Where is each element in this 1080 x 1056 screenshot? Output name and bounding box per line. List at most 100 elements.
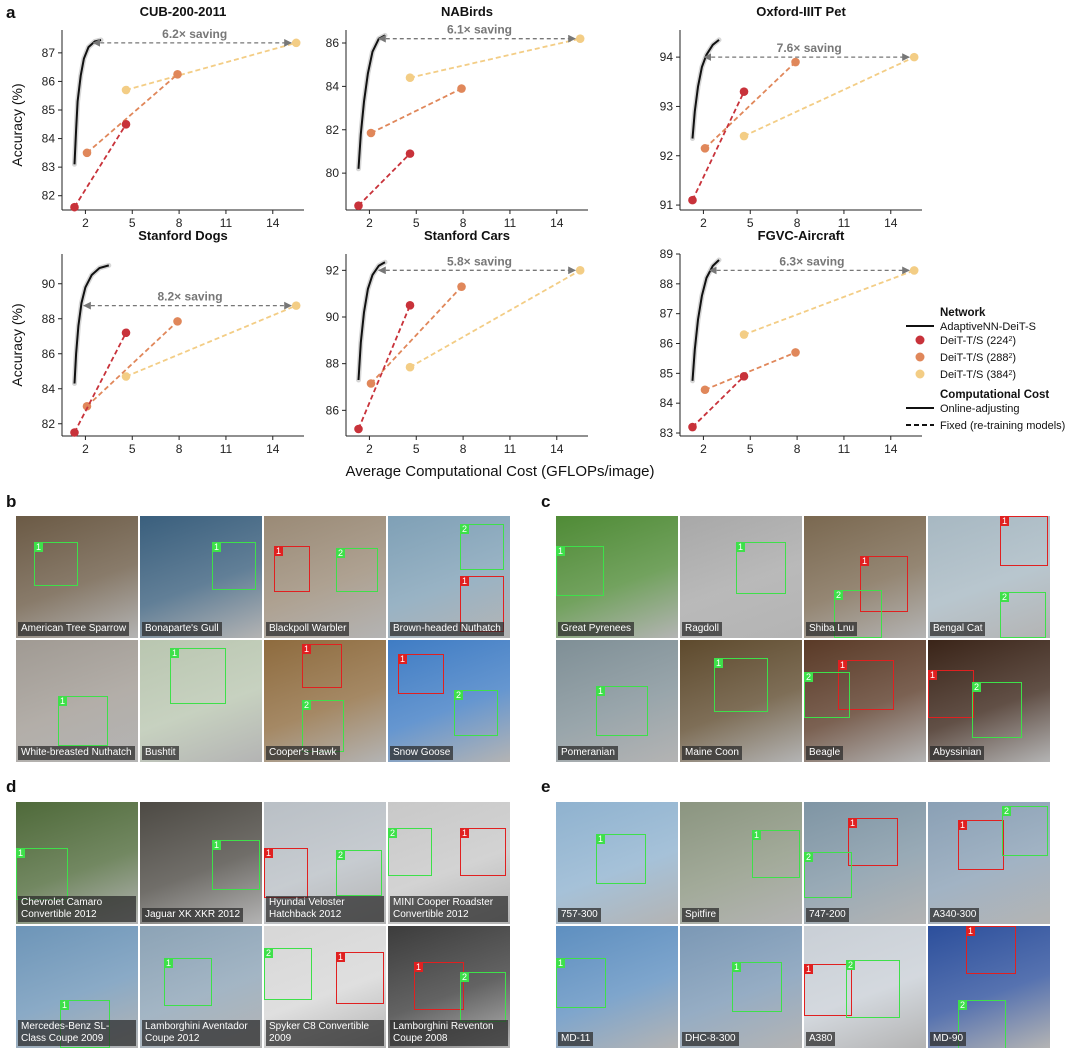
gallery-caption: MINI Cooper Roadster Convertible 2012	[390, 896, 508, 922]
glimpse-box-number: 1	[804, 964, 814, 974]
glimpse-box-number: 1	[16, 848, 26, 858]
red-glimpse-box: 1	[302, 644, 342, 688]
green-glimpse-box: 1	[736, 542, 786, 594]
glimpse-box-number: 1	[736, 542, 746, 552]
gallery-caption: DHC-8-300	[682, 1032, 739, 1046]
glimpse-box-number: 2	[264, 948, 274, 958]
y-tick-label: 80	[326, 166, 340, 180]
green-glimpse-box: 2	[336, 548, 378, 592]
chart-5: Stanford Cars 86 88 90 92 2 5 8 11 14 5.8× saving	[326, 228, 588, 456]
green-glimpse-box: 2	[264, 948, 312, 1000]
green-glimpse-box: 1	[16, 848, 68, 900]
gallery-caption: Lamborghini Reventon Coupe 2008	[390, 1020, 508, 1046]
legend-label-224: DeiT-T/S (2242)	[940, 335, 1016, 347]
gallery-tile: 1 White-breasted Nuthatch	[16, 640, 138, 762]
series-line-d384	[125, 41, 297, 91]
gallery-caption: Spyker C8 Convertible 2009	[266, 1020, 384, 1046]
series-line-d288	[86, 73, 179, 154]
green-glimpse-box: 2	[834, 590, 882, 638]
glimpse-box-number: 1	[752, 830, 762, 840]
data-point-d288	[700, 385, 710, 395]
y-tick-label: 86	[42, 74, 56, 88]
gallery-caption: Cooper's Hawk	[266, 746, 340, 760]
green-glimpse-box: 2	[804, 852, 852, 898]
gallery-caption: Blackpoll Warbler	[266, 622, 350, 636]
adaptive-curve	[73, 264, 110, 384]
x-tick-label: 11	[220, 216, 233, 230]
red-glimpse-box: 1	[966, 926, 1016, 974]
series-line-d288	[704, 61, 797, 150]
chart-title: CUB-200-2011	[140, 4, 227, 19]
gallery-tile: 1 Bushtit	[140, 640, 262, 762]
y-tick-label: 86	[660, 337, 674, 351]
x-tick-label: 11	[220, 442, 233, 456]
adaptive-curve	[357, 261, 386, 381]
legend-online-label: Online-adjusting	[940, 403, 1020, 415]
green-glimpse-box: 1	[212, 542, 256, 590]
data-point-d288	[82, 148, 92, 158]
glimpse-box-number: 1	[302, 644, 312, 654]
data-point-d288	[173, 317, 182, 326]
chart-2: NABirds 80 82 84 86 2 5 8 11 14 6.1× saving	[326, 4, 588, 230]
gallery-tile: 1 2 Cooper's Hawk	[264, 640, 386, 762]
y-axis-label-top: Accuracy (%)	[9, 83, 25, 166]
data-point-d224	[121, 328, 131, 338]
data-point-d288	[791, 57, 800, 67]
gallery-tile: 1 2 Abyssinian	[928, 640, 1050, 762]
x-tick-label: 5	[129, 216, 136, 230]
series-line-d224	[73, 332, 127, 433]
glimpse-box-number: 2	[454, 690, 464, 700]
red-glimpse-box: 1	[398, 654, 444, 694]
y-tick-label: 82	[42, 417, 56, 431]
data-point-d288	[173, 69, 182, 79]
green-glimpse-box: 2	[1000, 592, 1046, 638]
glimpse-box-number: 1	[264, 848, 274, 858]
x-tick-label: 5	[413, 442, 420, 456]
glimpse-box-number: 1	[928, 670, 938, 680]
legend-adaptive-label: AdaptiveNN-DeiT-S	[940, 321, 1036, 333]
data-point-d224	[70, 428, 79, 437]
series-line-d224	[691, 375, 745, 428]
data-point-d288	[82, 401, 92, 411]
legend-label-288: DeiT-T/S (2882)	[940, 352, 1016, 364]
gallery-tile: 1 Chevrolet Camaro Convertible 2012	[16, 802, 138, 924]
x-tick-label: 5	[747, 442, 754, 456]
y-tick-label: 94	[660, 50, 674, 64]
green-glimpse-box: 1	[164, 958, 212, 1006]
saving-label: 6.1× saving	[447, 23, 512, 37]
glimpse-box-number: 2	[1002, 806, 1012, 816]
gallery-caption: Beagle	[806, 746, 844, 760]
glimpse-box-number: 2	[460, 524, 470, 534]
gallery-caption: A340-300	[930, 908, 980, 922]
adaptive-curve	[73, 39, 102, 165]
chart-title: Oxford-IIIT Pet	[756, 4, 846, 19]
green-glimpse-box: 2	[1002, 806, 1048, 856]
glimpse-box-number: 2	[958, 1000, 968, 1010]
green-glimpse-box: 2	[958, 1000, 1006, 1048]
saving-label: 7.6× saving	[777, 41, 842, 55]
green-glimpse-box: 1	[714, 658, 768, 712]
glimpse-box-number: 1	[460, 828, 470, 838]
glimpse-box-number: 1	[732, 962, 742, 972]
gallery-caption: A380	[806, 1032, 836, 1046]
y-tick-label: 89	[660, 247, 674, 261]
red-glimpse-box: 1	[264, 848, 308, 898]
gallery-caption: White-breasted Nuthatch	[18, 746, 135, 760]
saving-label: 8.2× saving	[158, 290, 223, 304]
series-line-d288	[704, 351, 796, 391]
gallery-caption: 747-200	[806, 908, 849, 922]
glimpse-box-number: 1	[966, 926, 976, 936]
glimpse-box-number: 1	[838, 660, 848, 670]
legend-label-384: DeiT-T/S (3842)	[940, 369, 1016, 381]
data-point-d224	[405, 149, 415, 158]
gallery-panel-e: 1 757-300 1 Spitfire 1 2 747-200 1 2 A340-300 1 MD-…	[556, 802, 1050, 1048]
chart-1: CUB-200-2011 82 83 84 85 86 87 2 5 8 11 14 6.2× savi…	[42, 4, 304, 230]
series-line-d384	[125, 304, 297, 378]
glimpse-box-number: 1	[336, 952, 346, 962]
data-point-d224	[739, 372, 749, 381]
glimpse-box-number: 1	[1000, 516, 1010, 526]
glimpse-box-number: 2	[804, 852, 814, 862]
gallery-caption: Abyssinian	[930, 746, 985, 760]
x-tick-label: 8	[794, 442, 801, 456]
